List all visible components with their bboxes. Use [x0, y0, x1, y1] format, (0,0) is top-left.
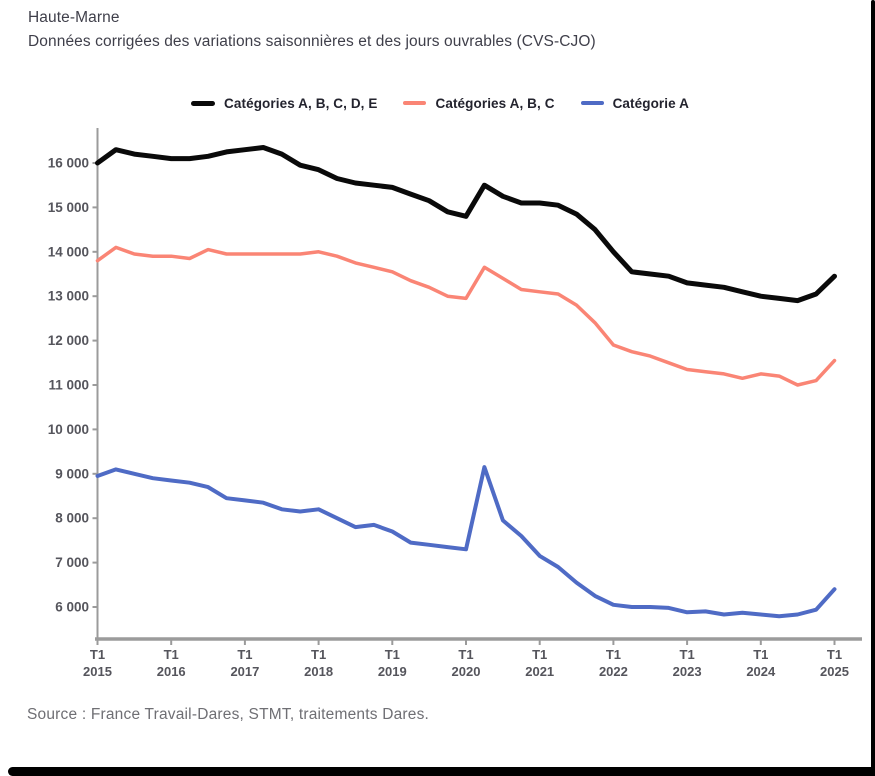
x-tick-label-year: 2017 [230, 664, 259, 679]
chart-legend: Catégories A, B, C, D, E Catégories A, B… [60, 92, 820, 114]
y-tick-label: 8 000 [55, 511, 89, 526]
x-tick-label-quarter: T1 [237, 647, 252, 662]
x-tick-label-quarter: T1 [680, 647, 695, 662]
x-tick-label-year: 2019 [378, 664, 407, 679]
y-tick-label: 16 000 [48, 156, 89, 171]
source-note: Source : France Travail-Dares, STMT, tra… [27, 706, 430, 723]
y-tick-label: 12 000 [48, 333, 89, 348]
x-tick-label-year: 2021 [525, 664, 554, 679]
legend-swatch-a [580, 101, 604, 105]
x-tick-label-year: 2022 [599, 664, 628, 679]
legend-item-categorie-a: Catégorie A [580, 95, 689, 111]
chart-subtitle: Données corrigées des variations saisonn… [28, 33, 596, 50]
x-tick-label-quarter: T1 [311, 647, 326, 662]
x-tick-label-quarter: T1 [606, 647, 621, 662]
legend-swatch-abcde [191, 100, 216, 106]
x-tick-label-year: 2016 [157, 664, 186, 679]
y-tick-label: 13 000 [48, 289, 89, 304]
x-tick-label-quarter: T1 [385, 647, 400, 662]
y-tick-label: 10 000 [48, 422, 89, 437]
frame-right-border [871, 0, 875, 776]
legend-item-categories-abc: Catégories A, B, C [403, 96, 554, 111]
series-line-1 [95, 245, 837, 387]
legend-label-a: Catégorie A [612, 95, 689, 111]
frame-bottom-bar [8, 767, 875, 776]
chart-header: Haute-Marne Données corrigées des variat… [28, 6, 835, 54]
legend-label-abcde: Catégories A, B, C, D, E [224, 95, 378, 111]
x-tick-label-year: 2015 [83, 664, 112, 679]
y-tick-label: 11 000 [48, 378, 89, 393]
series-line-2 [95, 465, 837, 619]
x-tick-label-quarter: T1 [827, 647, 842, 662]
legend-label-abc: Catégories A, B, C [435, 95, 555, 111]
series-line-0 [95, 145, 837, 304]
x-tick-label-year: 2018 [304, 664, 333, 679]
y-tick-label: 15 000 [48, 200, 89, 215]
x-tick-label-quarter: T1 [164, 647, 179, 662]
x-tick-label-quarter: T1 [90, 647, 105, 662]
y-tick-label: 9 000 [55, 466, 89, 481]
legend-item-categories-abcde: Catégories A, B, C, D, E [191, 96, 377, 111]
x-tick-label-quarter: T1 [458, 647, 473, 662]
x-tick-label-year: 2020 [452, 664, 481, 679]
region-title: Haute-Marne [28, 9, 120, 26]
x-tick-label-year: 2024 [746, 664, 776, 679]
y-tick-label: 7 000 [55, 555, 89, 570]
x-tick-label-year: 2023 [673, 664, 702, 679]
legend-swatch-abc [403, 101, 427, 105]
x-tick-label-year: 2025 [820, 664, 849, 679]
x-tick-label-quarter: T1 [532, 647, 547, 662]
y-tick-label: 6 000 [55, 600, 89, 615]
y-tick-label: 14 000 [48, 244, 89, 259]
x-tick-label-quarter: T1 [753, 647, 768, 662]
